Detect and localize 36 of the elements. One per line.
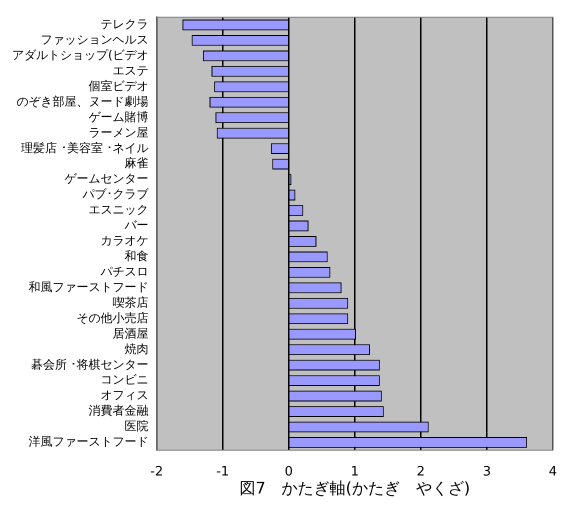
x-tick-label: -1 <box>216 464 230 480</box>
y-tick-label: 消費者金融 <box>88 404 149 418</box>
x-tick-label: 0 <box>284 464 293 480</box>
y-tick-label: 焼肉 <box>124 342 149 356</box>
y-tick-label: 洋風ファーストフード <box>28 434 149 449</box>
y-tick-label: 和風ファーストフード <box>28 280 149 294</box>
y-tick-label: ラーメン屋 <box>88 125 149 140</box>
y-tick-label: 理髪店 ･美容室 ･ネイル <box>21 140 149 155</box>
y-tick-label: 個室ビデオ <box>88 78 149 93</box>
y-tick-label: バー <box>124 218 149 232</box>
y-tick-label: 碁会所 ･将棋センター <box>30 357 149 372</box>
x-tick-label: -2 <box>150 464 164 480</box>
x-tick-label: 4 <box>548 464 558 480</box>
y-tick-label: 和食 <box>124 249 149 264</box>
y-tick-label: オフィス <box>100 388 149 402</box>
y-tick-label: 医院 <box>124 419 149 434</box>
y-tick-label: その他小売店 <box>76 310 149 325</box>
y-tick-label: カラオケ <box>100 234 149 248</box>
x-tick-label: 1 <box>350 464 359 480</box>
y-tick-label: 居酒屋 <box>112 326 149 340</box>
y-tick-label: パブ･クラブ <box>82 187 150 202</box>
y-tick-label: のぞき部屋、ヌード劇場 <box>16 94 149 108</box>
x-axis-title: 図7 かたぎ軸(かたぎ やくざ) <box>239 478 470 498</box>
x-tick-label: 3 <box>482 464 491 480</box>
x-tick-label: 2 <box>416 464 425 480</box>
y-tick-label: エスニック <box>88 202 149 217</box>
y-tick-label: パチスロ <box>100 264 149 278</box>
y-tick-label: ゲームセンター <box>64 172 149 186</box>
y-tick-label: コンビニ <box>100 372 149 387</box>
y-tick-label: テレクラ <box>100 17 149 32</box>
y-tick-label: ファッションヘルス <box>40 32 149 47</box>
y-tick-label: エステ <box>112 63 149 78</box>
y-tick-label: ゲーム賭博 <box>88 110 149 124</box>
y-tick-label: アダルトショップ(ビデオ <box>12 48 149 62</box>
y-tick-label: 麻雀 <box>124 156 149 170</box>
y-tick-label: 喫茶店 <box>112 295 149 310</box>
